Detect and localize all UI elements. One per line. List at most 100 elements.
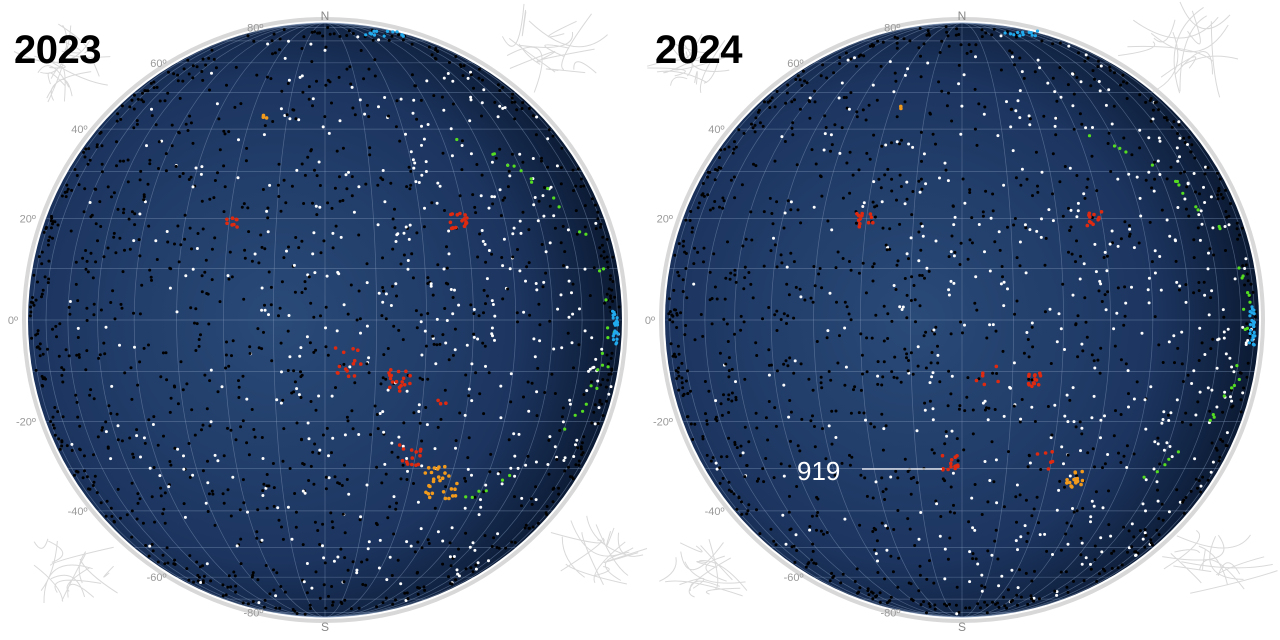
meteor-dot — [148, 162, 152, 166]
meteor-dot — [388, 555, 392, 559]
meteor-dot — [427, 45, 431, 49]
meteor-dot — [464, 479, 468, 483]
meteor-dot — [919, 130, 923, 134]
meteor-dot — [1119, 237, 1123, 241]
meteor-dot — [1040, 217, 1043, 221]
meteor-dot — [951, 204, 955, 208]
meteor-dot — [946, 557, 950, 561]
meteor-dot — [991, 323, 995, 327]
meteor-dot — [222, 164, 226, 168]
meteor-dot — [239, 425, 243, 429]
meteor-dot — [277, 195, 281, 198]
meteor-dot — [1251, 342, 1255, 346]
meteor-dot — [390, 34, 394, 38]
meteor-dot — [77, 355, 81, 359]
meteor-dot — [1225, 431, 1229, 435]
meteor-dot — [1184, 411, 1188, 415]
meteor-dot — [555, 458, 559, 461]
meteor-dot — [683, 333, 687, 337]
meteor-dot — [1018, 240, 1022, 244]
meteor-dot — [343, 531, 347, 535]
meteor-dot — [1196, 400, 1200, 404]
meteor-dot — [148, 544, 152, 548]
meteor-dot — [1240, 276, 1244, 280]
meteor-dot — [733, 140, 736, 144]
meteor-dot — [312, 231, 316, 235]
meteor-dot — [1241, 391, 1245, 395]
meteor-dot — [671, 320, 675, 324]
meteor-dot — [318, 543, 322, 546]
meteor-dot — [1015, 483, 1019, 487]
meteor-dot — [1246, 279, 1250, 283]
meteor-dot — [233, 574, 237, 578]
meteor-dot — [928, 399, 932, 403]
meteor-dot — [151, 423, 155, 426]
meteor-dot — [393, 226, 397, 230]
meteor-dot — [1079, 449, 1082, 453]
meteor-dot — [734, 280, 738, 284]
meteor-dot — [1063, 485, 1066, 489]
meteor-dot — [737, 495, 741, 499]
meteor-dot — [343, 463, 346, 467]
meteor-dot — [1075, 174, 1079, 177]
meteor-dot — [423, 329, 427, 333]
meridian-line — [273, 22, 326, 618]
meteor-dot — [433, 447, 437, 451]
meteor-dot — [1016, 586, 1020, 590]
meteor-dot — [799, 362, 803, 366]
meteor-dot — [438, 184, 442, 188]
meteor-dot — [315, 213, 319, 217]
meteor-dot — [531, 157, 535, 160]
meteor-dot — [188, 554, 192, 558]
meteor-dot — [464, 531, 468, 535]
meteor-dot — [61, 415, 65, 419]
meteor-dot — [865, 151, 869, 155]
meteor-dot — [680, 381, 684, 385]
meteor-dot — [350, 409, 354, 413]
meteor-dot — [783, 211, 787, 215]
meteor-dot — [767, 348, 771, 352]
meteor-dot — [754, 411, 758, 415]
meteor-dot — [668, 318, 672, 322]
meteor-dot — [99, 225, 103, 228]
meteor-dot — [715, 297, 719, 301]
meteor-dot — [575, 232, 579, 236]
meteor-dot — [454, 446, 457, 450]
meteor-dot — [399, 262, 403, 266]
meteor-dot — [535, 414, 539, 418]
meteor-dot — [315, 79, 318, 83]
meteor-dot — [823, 114, 827, 118]
meteor-dot — [732, 175, 736, 179]
meteor-dot — [427, 542, 431, 545]
meteor-dot — [1071, 507, 1074, 510]
meteor-dot — [1011, 55, 1014, 59]
meteor-dot — [937, 80, 941, 84]
meteor-dot — [819, 375, 823, 379]
meteor-dot — [872, 425, 876, 429]
meteor-dot — [1178, 155, 1181, 159]
meteor-dot — [767, 373, 771, 377]
meteor-dot — [482, 412, 486, 416]
meteor-dot — [197, 344, 201, 348]
meteor-dot — [420, 124, 423, 128]
meteor-dot — [1239, 371, 1243, 375]
constellation-sketch — [1118, 1, 1239, 98]
meteor-dot — [1107, 489, 1110, 493]
meteor-dot — [741, 244, 745, 248]
meteor-dot — [1035, 495, 1039, 499]
meteor-dot — [960, 104, 964, 108]
meteor-dot — [1000, 574, 1004, 578]
meteor-dot — [932, 581, 936, 585]
meteor-dot — [611, 255, 615, 259]
meteor-dot — [1096, 65, 1100, 69]
meteor-dot — [46, 281, 50, 285]
meteor-dot — [1192, 172, 1196, 175]
meteor-dot — [424, 170, 428, 173]
shower-radiant-dot — [982, 382, 987, 387]
meteor-dot — [484, 260, 488, 264]
meteor-dot — [1207, 251, 1210, 255]
meteor-dot — [323, 115, 327, 119]
meteor-dot — [467, 436, 471, 440]
meteor-dot — [299, 375, 303, 379]
meteor-dot — [952, 281, 956, 285]
